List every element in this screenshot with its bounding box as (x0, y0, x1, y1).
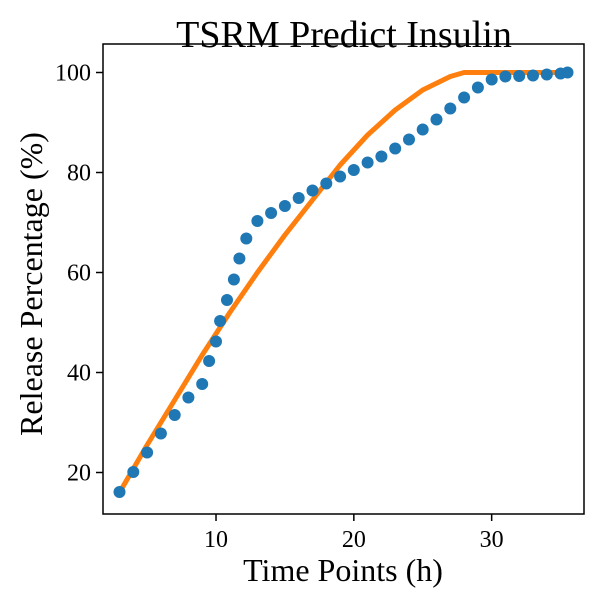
scatter-point (375, 150, 388, 163)
scatter-point (561, 66, 574, 79)
y-tick-label: 20 (67, 461, 91, 487)
ticks-layer: 10 20 30 20 40 60 80 100 (55, 61, 504, 554)
x-tick-label: 20 (342, 527, 366, 553)
scatter-point (361, 156, 374, 169)
plot-frame (102, 43, 585, 515)
x-tick-label: 10 (204, 527, 228, 553)
x-tick-label: 30 (480, 527, 504, 553)
scatter-point (430, 113, 443, 126)
scatter-point (154, 427, 167, 440)
plot-layer (113, 66, 574, 498)
series-line (117, 70, 570, 495)
y-tick-label: 80 (67, 161, 91, 187)
scatter-point (444, 102, 457, 115)
chart-title: TSRM Predict Insulin (176, 14, 512, 56)
scatter-point (168, 409, 181, 421)
scatter-point (403, 133, 415, 146)
scatter-point (113, 486, 126, 498)
y-tick-label: 40 (67, 361, 91, 387)
scatter-point (182, 391, 195, 404)
scatter-point (540, 68, 553, 81)
scatter-point (306, 184, 319, 197)
scatter-point (389, 142, 402, 155)
scatter-point (334, 170, 347, 183)
scatter-point (485, 73, 498, 86)
scatter-point (265, 207, 278, 219)
scatter-point (278, 200, 291, 212)
scatter-point (233, 252, 246, 265)
scatter-point (227, 273, 240, 286)
scatter-point (196, 378, 209, 390)
scatter-point (499, 70, 512, 83)
scatter-point (416, 123, 429, 136)
scatter-point (127, 466, 140, 478)
scatter-point (141, 446, 154, 459)
scatter-point (347, 164, 360, 176)
scatter-point (292, 192, 305, 204)
y-tick-label: 60 (67, 261, 91, 287)
scatter-point (471, 81, 484, 94)
scatter-point (513, 70, 526, 82)
scatter-point (214, 315, 227, 327)
scatter-point (458, 91, 471, 104)
scatter-point (203, 355, 216, 367)
x-axis-label: Time Points (h) (243, 552, 443, 588)
y-axis-label: Release Percentage (%) (13, 132, 49, 436)
scatter-point (221, 294, 233, 306)
scatter-point (320, 177, 333, 190)
scatter-point (210, 335, 222, 348)
scatter-point (251, 215, 264, 227)
scatter-point (527, 69, 539, 82)
y-tick-label: 100 (55, 61, 91, 87)
scatter-point (240, 232, 253, 245)
